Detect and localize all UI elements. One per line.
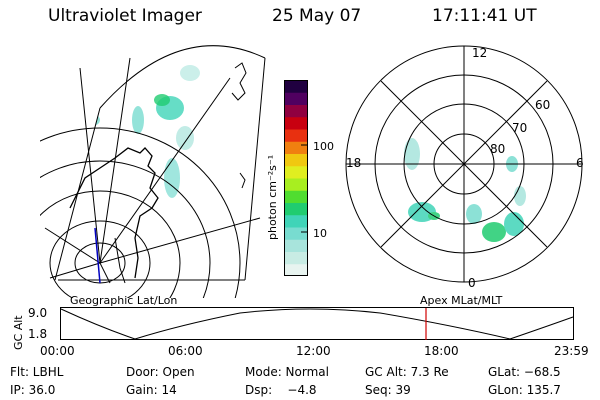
colorbar-segment: [284, 214, 308, 228]
altitude-timeline: [60, 307, 574, 340]
colorbar-segment: [284, 129, 308, 142]
colorbar-label: photon cm⁻²s⁻¹: [266, 154, 279, 240]
colorbar-segment: [284, 104, 308, 118]
colorbar-tick-100: 100: [313, 140, 334, 153]
apex-label: Apex MLat/MLT: [420, 294, 503, 307]
gc-alt-axis-title: GC Alt: [12, 315, 25, 350]
status-ip: IP: 36.0: [10, 383, 56, 397]
mlt-6: 6: [576, 156, 584, 170]
x-tick-0600: 06:00: [168, 344, 203, 358]
x-tick-1800: 18:00: [424, 344, 459, 358]
y-tick-9: 9.0: [28, 306, 48, 320]
colorbar-segment: [284, 202, 308, 216]
x-tick-2359: 23:59: [554, 344, 589, 358]
y-tick-1-8: 1.8: [28, 327, 48, 341]
colorbar-segment: [284, 263, 308, 276]
colorbar-segment: [284, 153, 308, 167]
colorbar-segment: [284, 227, 308, 240]
x-tick-0000: 00:00: [40, 344, 75, 358]
geographic-label: Geographic Lat/Lon: [70, 294, 178, 307]
colorbar-segment: [284, 80, 308, 93]
colorbar: [284, 80, 308, 276]
colorbar-segment: [284, 239, 308, 252]
colorbar-segment: [284, 141, 308, 154]
polar-plot: [345, 45, 583, 283]
mlt-12: 12: [472, 46, 488, 60]
status-flt: Flt: LBHL: [10, 365, 64, 379]
colorbar-segment: [284, 92, 308, 105]
lat-80: 80: [490, 142, 506, 156]
lat-60: 60: [535, 98, 551, 112]
colorbar-tick-10: 10: [313, 227, 327, 240]
lat-70: 70: [512, 121, 528, 135]
colorbar-segment: [284, 178, 308, 191]
date-label: 25 May 07: [272, 6, 362, 26]
mlt-0: 0: [468, 276, 476, 290]
colorbar-segment: [284, 251, 308, 265]
geographic-map: [40, 45, 266, 298]
status-dsp: Dsp: −4.8: [245, 383, 317, 397]
colorbar-segment: [284, 116, 308, 130]
time-label: 17:11:41 UT: [432, 6, 537, 26]
status-gain: Gain: 14: [126, 383, 177, 397]
status-seq: Seq: 39: [365, 383, 411, 397]
status-gcalt: GC Alt: 7.3 Re: [365, 365, 449, 379]
mlt-18: 18: [346, 156, 362, 170]
status-door: Door: Open: [126, 365, 195, 379]
status-glat: GLat: −68.5: [488, 365, 561, 379]
colorbar-segment: [284, 165, 308, 179]
status-glon: GLon: 135.7: [488, 383, 561, 397]
colorbar-segment: [284, 190, 308, 203]
status-mode: Mode: Normal: [245, 365, 329, 379]
instrument-title: Ultraviolet Imager: [48, 6, 202, 26]
x-tick-1200: 12:00: [296, 344, 331, 358]
